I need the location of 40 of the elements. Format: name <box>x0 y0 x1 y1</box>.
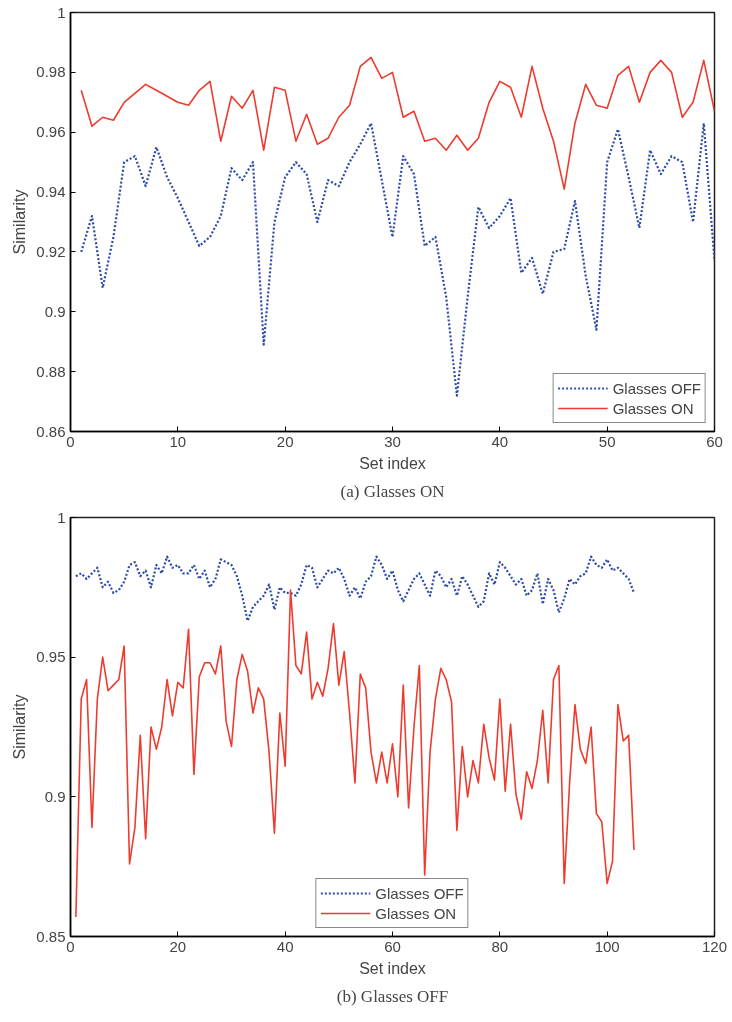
y-tick-label: 0.98 <box>36 63 66 81</box>
x-tick-label: 0 <box>66 432 75 450</box>
x-tick-label: 20 <box>169 937 187 955</box>
y-tick-label: 0.86 <box>36 422 66 440</box>
legend-label: Glasses ON <box>612 399 694 417</box>
x-tick-label: 80 <box>491 937 509 955</box>
y-tick-label: 1 <box>57 3 66 21</box>
y-axis-title: Similarity <box>11 189 29 255</box>
x-tick-label: 50 <box>598 432 616 450</box>
y-axis-title: Similarity <box>11 694 29 760</box>
x-tick-label: 0 <box>66 937 75 955</box>
legend-label: Glasses OFF <box>375 884 464 902</box>
x-tick-label: 40 <box>491 432 509 450</box>
y-tick-label: 0.9 <box>44 787 66 805</box>
y-tick-label: 1 <box>57 508 66 526</box>
y-tick-label: 0.88 <box>36 362 66 380</box>
text: (b) Glasses OFF <box>336 986 449 1006</box>
x-tick-label: 100 <box>594 937 620 955</box>
line-series <box>80 122 715 397</box>
legend-label: Glasses ON <box>375 904 457 922</box>
y-tick-label: 0.95 <box>36 648 66 666</box>
x-tick-label: 60 <box>706 432 723 450</box>
y-tick-label: 0.9 <box>44 302 66 320</box>
x-tick-label: 10 <box>169 432 187 450</box>
x-tick-label: 30 <box>384 432 401 450</box>
y-tick-label: 0.94 <box>36 183 66 201</box>
x-axis-title: Set index <box>359 454 426 472</box>
y-tick-label: 0.85 <box>36 927 66 945</box>
text: (a) Glasses ON <box>340 481 445 501</box>
y-tick-label: 0.92 <box>36 242 66 260</box>
x-axis-title: Set index <box>359 959 426 977</box>
line-series <box>74 555 636 622</box>
line-series <box>75 589 635 918</box>
x-tick-label: 20 <box>276 432 294 450</box>
legend-label: Glasses OFF <box>612 379 701 397</box>
y-tick-label: 0.96 <box>36 123 66 141</box>
x-tick-label: 60 <box>384 937 401 955</box>
line-series <box>80 56 715 190</box>
x-tick-label: 120 <box>701 937 728 955</box>
x-tick-label: 40 <box>276 937 294 955</box>
